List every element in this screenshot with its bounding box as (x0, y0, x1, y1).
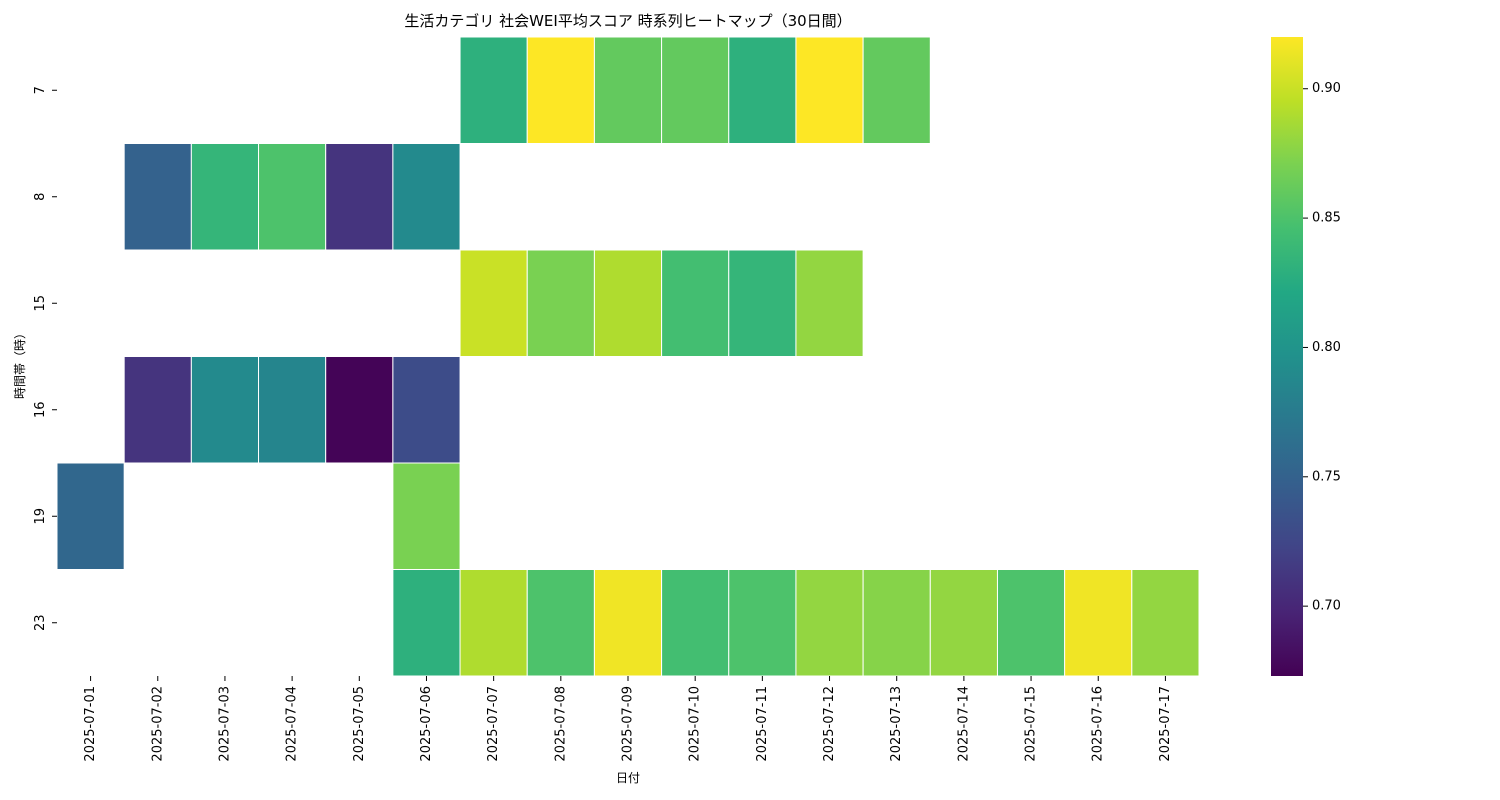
heatmap-cell (258, 356, 327, 464)
heatmap-cell (1064, 569, 1133, 677)
heatmap-cell (795, 36, 864, 144)
x-tick-label: 2025-07-07 (486, 686, 501, 762)
heatmap-cell (459, 569, 528, 677)
x-tick-label: 2025-07-09 (621, 686, 636, 762)
heatmap-cell (526, 36, 595, 144)
x-tick-label: 2025-07-11 (755, 686, 770, 762)
x-tick-label: 2025-07-12 (822, 686, 837, 762)
heatmap-cell (795, 249, 864, 357)
colorbar-tick-label: 0.90 (1312, 81, 1341, 96)
x-tick-label: 2025-07-14 (956, 686, 971, 762)
heatmap-cell (862, 36, 931, 144)
heatmap-cell (325, 356, 394, 464)
x-tick-label: 2025-07-02 (150, 686, 165, 762)
y-axis-label: 時間帯（時） (13, 327, 27, 399)
heatmap-cell (123, 143, 192, 251)
heatmap-cell (459, 249, 528, 357)
colorbar (1271, 37, 1303, 676)
y-tick-label: 8 (33, 193, 48, 201)
x-tick-label: 2025-07-08 (553, 686, 568, 762)
heatmap-cells (56, 36, 1200, 677)
heatmap-cell (459, 36, 528, 144)
colorbar-tick-label: 0.85 (1312, 211, 1341, 226)
heatmap-cell (593, 36, 663, 144)
y-tick-label: 23 (33, 614, 48, 631)
chart-title: 生活カテゴリ 社会WEI平均スコア 時系列ヒートマップ（30日間） (404, 12, 851, 30)
heatmap-cell (56, 462, 125, 570)
colorbar-tick-label: 0.80 (1312, 340, 1341, 355)
heatmap-cell (325, 143, 394, 251)
x-tick-label: 2025-07-06 (419, 686, 434, 762)
heatmap-cell (593, 249, 663, 357)
heatmap-cell (728, 569, 797, 677)
heatmap-cell (190, 356, 260, 464)
x-tick-label: 2025-07-04 (285, 686, 300, 762)
heatmap-cell (929, 569, 998, 677)
y-tick-label: 7 (33, 86, 48, 94)
heatmap-cell (795, 569, 864, 677)
x-tick-label: 2025-07-17 (1158, 686, 1173, 762)
heatmap-cell (392, 569, 461, 677)
colorbar-tick-label: 0.70 (1312, 599, 1341, 614)
heatmap-cell (728, 249, 797, 357)
x-axis-ticks: 2025-07-01 2025-07-02 2025-07-03 2025-07-04… (83, 676, 1173, 762)
heatmap-cell (996, 569, 1066, 677)
heatmap-cell (123, 356, 192, 464)
heatmap-cell (728, 36, 797, 144)
x-tick-label: 2025-07-10 (688, 686, 703, 762)
heatmap-cell (258, 143, 327, 251)
heatmap-cell (190, 143, 260, 251)
heatmap-cell (862, 569, 931, 677)
y-tick-label: 19 (33, 508, 48, 525)
x-tick-label: 2025-07-13 (889, 686, 904, 762)
x-tick-label: 2025-07-01 (83, 686, 98, 762)
x-tick-label: 2025-07-15 (1024, 686, 1039, 762)
heatmap-cell (392, 462, 461, 570)
heatmap-cell (661, 569, 730, 677)
x-tick-label: 2025-07-03 (217, 686, 232, 762)
heatmap-cell (526, 569, 595, 677)
x-axis-label: 日付 (616, 771, 640, 785)
heatmap-cell (392, 143, 461, 251)
y-tick-label: 15 (33, 295, 48, 312)
heatmap-cell (661, 36, 730, 144)
heatmap-cell (1131, 569, 1200, 677)
x-tick-label: 2025-07-16 (1091, 686, 1106, 762)
y-tick-label: 16 (33, 401, 48, 418)
colorbar-tick-label: 0.75 (1312, 469, 1341, 484)
heatmap-cell (661, 249, 730, 357)
heatmap-cell (392, 356, 461, 464)
y-axis-ticks: 7 8 15 16 19 23 (33, 86, 57, 631)
colorbar-ticks: 0.70 0.75 0.80 0.85 0.90 (1303, 81, 1341, 614)
heatmap-cell (593, 569, 663, 677)
x-tick-label: 2025-07-05 (352, 686, 367, 762)
heatmap-cell (526, 249, 595, 357)
